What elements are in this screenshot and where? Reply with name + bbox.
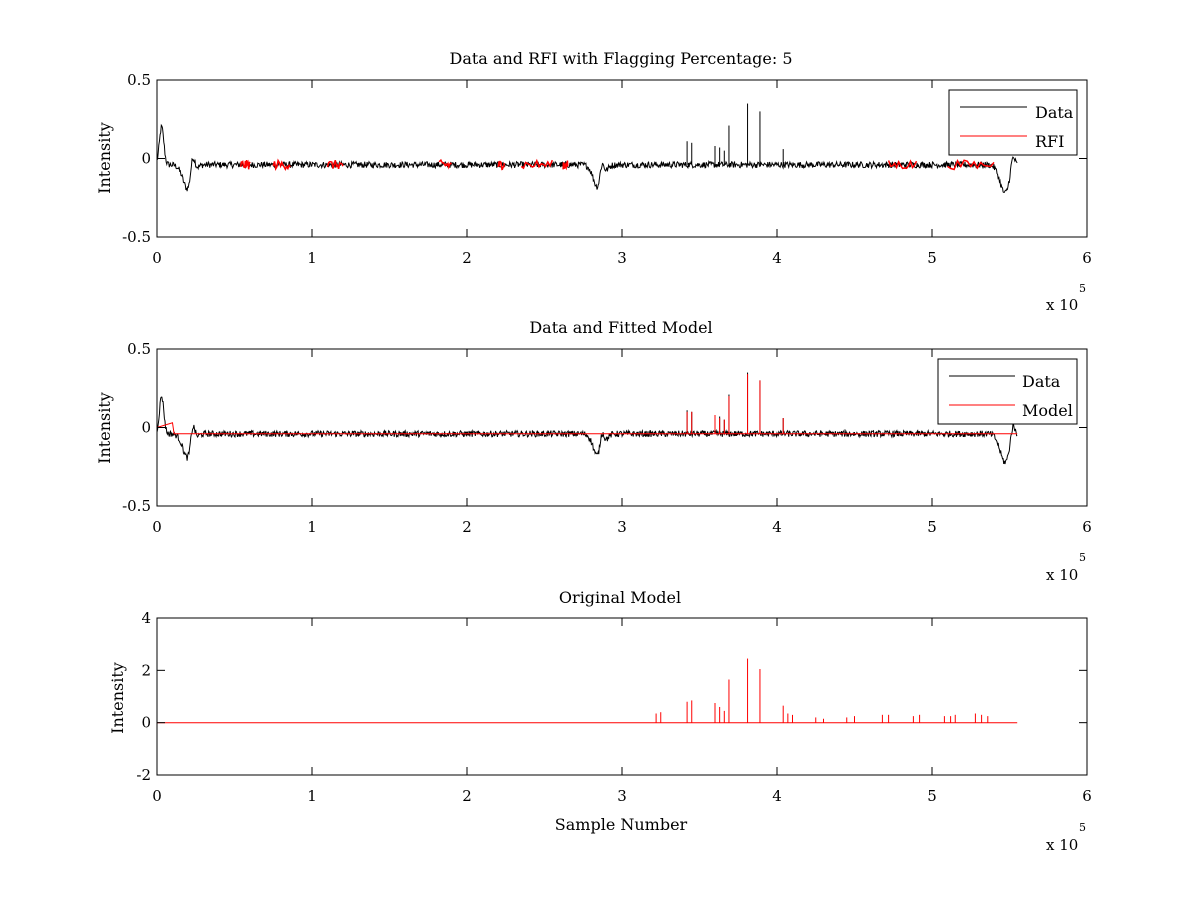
panel-3-xtick-label: 3 xyxy=(617,787,627,805)
panel-3-ytick-label: 0 xyxy=(141,714,151,732)
panel-2-xtick-label: 2 xyxy=(462,518,472,536)
panel-1-x-multiplier: x 10 5 xyxy=(1046,282,1086,314)
panel-3-xtick-label: 2 xyxy=(462,787,472,805)
panel-1-series-rfi-segment xyxy=(326,160,344,170)
panel-1-series-rfi-segment xyxy=(497,160,505,171)
panel-3-xtick-label: 0 xyxy=(152,787,162,805)
panel-3-x-multiplier: x 10 5 xyxy=(1046,821,1086,854)
panel-3-plot-area xyxy=(157,658,1018,724)
panel-2-multiplier-base: x 10 xyxy=(1046,566,1078,584)
panel-1-xtick-label: 0 xyxy=(152,249,162,267)
panel-2-xtick-label: 6 xyxy=(1082,518,1092,536)
panel-2-ytick-label: -0.5 xyxy=(122,497,151,515)
panel-1-series-rfi-segment xyxy=(272,158,291,172)
panel-1-series-rfi-segment xyxy=(239,159,251,170)
panel-1-plot-area xyxy=(156,103,1018,193)
panel-2-title: Data and Fitted Model xyxy=(529,318,712,337)
panel-2-ytick-label: 0 xyxy=(141,419,151,437)
panel-2-multiplier-exponent: 5 xyxy=(1079,551,1086,564)
panel-3-multiplier-exponent: 5 xyxy=(1079,821,1086,834)
panel-1-series-rfi-segment xyxy=(887,159,918,170)
panel-2-series-model-line xyxy=(156,422,1018,435)
panel-1-legend-data-label: Data xyxy=(1035,103,1074,122)
panel-1-ytick-label: -0.5 xyxy=(122,228,151,246)
panel-1-multiplier-base: x 10 xyxy=(1046,296,1078,314)
panel-1-series-rfi-segment xyxy=(562,160,569,171)
panel-3-xtick-label: 1 xyxy=(307,787,317,805)
panel-2-legend-data-label: Data xyxy=(1022,372,1061,391)
panel-1-ylabel: Intensity xyxy=(95,122,114,194)
panel-2-xtick-label: 4 xyxy=(772,518,782,536)
panel-1-legend-box xyxy=(948,89,1078,156)
panel-1-xtick-label: 1 xyxy=(307,249,317,267)
panel-3-title: Original Model xyxy=(559,588,681,607)
panel-3-xtick-label: 4 xyxy=(772,787,782,805)
panel-1-ytick-label: 0 xyxy=(141,150,151,168)
panel-2-legend-model-label: Model xyxy=(1022,401,1073,420)
panel-2-xtick-label: 3 xyxy=(617,518,627,536)
panel-2-legend-box xyxy=(937,358,1078,425)
panel-2-xtick-label: 0 xyxy=(152,518,162,536)
panel-2-legend: Data Model xyxy=(937,358,1078,425)
panel-1-series-rfi-segment xyxy=(520,158,553,170)
panel-1-xtick-label: 6 xyxy=(1082,249,1092,267)
panel-2-xtick-label: 5 xyxy=(927,518,937,536)
panel-3-xtick-label: 6 xyxy=(1082,787,1092,805)
panel-1-xtick-label: 3 xyxy=(617,249,627,267)
panel-2-ticks: 0 1 2 3 4 5 6-0.500.5 xyxy=(122,340,1092,536)
panel-1-xtick-label: 5 xyxy=(927,249,937,267)
panel-1-ticks: 0 1 2 3 4 5 6-0.500.5 xyxy=(122,71,1092,267)
panel-1-ytick-label: 0.5 xyxy=(127,71,151,89)
panel-1-xtick-label: 4 xyxy=(772,249,782,267)
panel-3-ytick-label: 2 xyxy=(141,661,151,679)
panel-3-ytick-label: 4 xyxy=(141,609,151,627)
panel-3-xlabel: Sample Number xyxy=(555,815,688,834)
panel-3-xtick-label: 5 xyxy=(927,787,937,805)
panel-1-series-rfi-segment xyxy=(438,158,453,170)
panel-1-series-data-line xyxy=(156,123,1018,193)
panel-1-legend-rfi-label: RFI xyxy=(1035,132,1064,151)
panel-1-multiplier-exponent: 5 xyxy=(1079,282,1086,295)
panel-1-series-rfi-segment xyxy=(947,159,995,171)
panel-2-x-multiplier: x 10 5 xyxy=(1046,551,1086,584)
panel-3-ytick-label: -2 xyxy=(136,766,151,784)
panel-1-legend: Data RFI xyxy=(948,89,1078,156)
panel-1-xtick-label: 2 xyxy=(462,249,472,267)
panel-2-ytick-label: 0.5 xyxy=(127,340,151,358)
panel-1: Data and RFI with Flagging Percentage: 5… xyxy=(95,49,1092,314)
panel-3-multiplier-base: x 10 xyxy=(1046,836,1078,854)
panel-2-plot-area xyxy=(156,372,1018,465)
panel-2-ylabel: Intensity xyxy=(95,392,114,464)
panel-2: Data and Fitted Model Intensity 0 1 2 3 4 5 6 -… xyxy=(95,318,1092,584)
panel-3-ylabel: Intensity xyxy=(108,662,127,734)
panel-2-xtick-label: 1 xyxy=(307,518,317,536)
panel-1-title: Data and RFI with Flagging Percentage: 5 xyxy=(449,49,792,68)
